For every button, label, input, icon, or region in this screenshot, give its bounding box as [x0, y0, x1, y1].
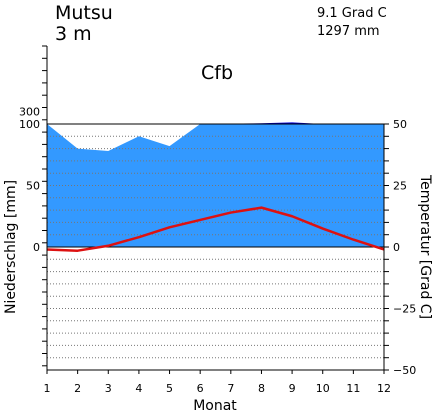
- y-tick-label-right: −25: [393, 303, 416, 316]
- x-tick-label: 5: [166, 382, 173, 395]
- x-tick-label: 3: [105, 382, 112, 395]
- grid-layer: [47, 123, 384, 359]
- y-tick-label-left: 50: [26, 180, 40, 193]
- y-tick-label-right: 25: [393, 180, 407, 193]
- x-tick-label: 10: [316, 382, 330, 395]
- y-axis-left-label: Niederschlag [mm]: [3, 180, 19, 314]
- x-tick-label: 6: [197, 382, 204, 395]
- station-elevation: 3 m: [55, 23, 92, 45]
- x-tick-label: 12: [377, 382, 391, 395]
- annual-temperature: 9.1 Grad C: [317, 6, 387, 21]
- axes-layer: [42, 45, 389, 374]
- x-axis-label: Monat: [193, 398, 237, 414]
- y-tick-label-left: 100: [19, 118, 40, 131]
- station-name: Mutsu: [55, 2, 113, 24]
- y-tick-label-right: −50: [393, 364, 416, 377]
- temperature-line-layer: [46, 206, 385, 252]
- y-axis-right-label: Temperatur [Grad C]: [417, 174, 433, 319]
- y-tick-label-right: 0: [393, 241, 400, 254]
- x-tick-label: 8: [258, 382, 265, 395]
- x-tick-label: 4: [135, 382, 142, 395]
- x-tick-label: 1: [44, 382, 51, 395]
- y-tick-label-left: 0: [33, 241, 40, 254]
- precipitation-area-layer: [47, 122, 384, 247]
- x-tick-label: 2: [74, 382, 81, 395]
- annual-precipitation: 1297 mm: [317, 24, 380, 39]
- y-tick-label-right: 50: [393, 118, 407, 131]
- y-tick-label-left: 300: [19, 106, 40, 119]
- x-tick-label: 11: [346, 382, 360, 395]
- temperature-line: [46, 206, 385, 252]
- x-tick-label: 9: [289, 382, 296, 395]
- x-tick-label: 7: [227, 382, 234, 395]
- climate-classification: Cfb: [201, 62, 233, 84]
